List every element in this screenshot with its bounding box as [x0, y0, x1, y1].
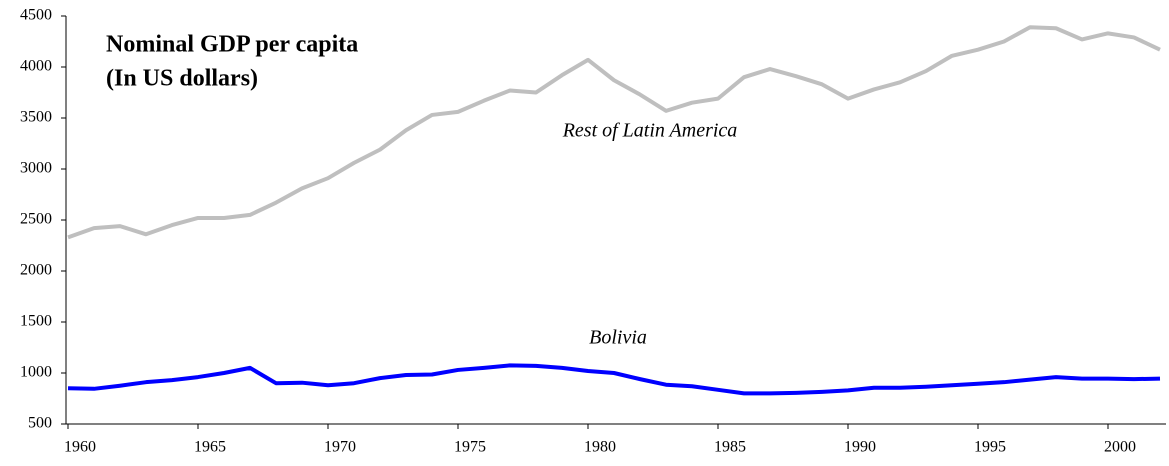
x-tick-label: 1975	[454, 439, 486, 456]
x-tick-label: 1960	[64, 439, 96, 456]
x-tick-label: 1965	[194, 439, 226, 456]
x-tick-label: 1970	[324, 439, 356, 456]
y-tick-label: 4500	[20, 7, 52, 24]
y-tick-label: 3000	[20, 160, 52, 177]
x-tick-label: 2000	[1104, 439, 1136, 456]
x-tick-label: 1985	[714, 439, 746, 456]
annotation: Rest of Latin America	[562, 120, 738, 142]
y-tick-label: 500	[28, 415, 52, 432]
y-tick-label: 1000	[20, 364, 52, 381]
y-tick-label: 4000	[20, 58, 52, 75]
chart-title: (In US dollars)	[106, 66, 258, 92]
y-tick-label: 3500	[20, 109, 52, 126]
y-tick-label: 2000	[20, 262, 52, 279]
annotation: Bolivia	[589, 327, 647, 349]
x-tick-label: 1980	[584, 439, 616, 456]
y-tick-label: 2500	[20, 211, 52, 228]
x-tick-label: 1995	[974, 439, 1006, 456]
y-tick-label: 1500	[20, 313, 52, 330]
x-tick-label: 1990	[844, 439, 876, 456]
series-line	[67, 25, 1161, 240]
series-line	[67, 363, 1161, 396]
chart-title: Nominal GDP per capita	[106, 32, 358, 58]
